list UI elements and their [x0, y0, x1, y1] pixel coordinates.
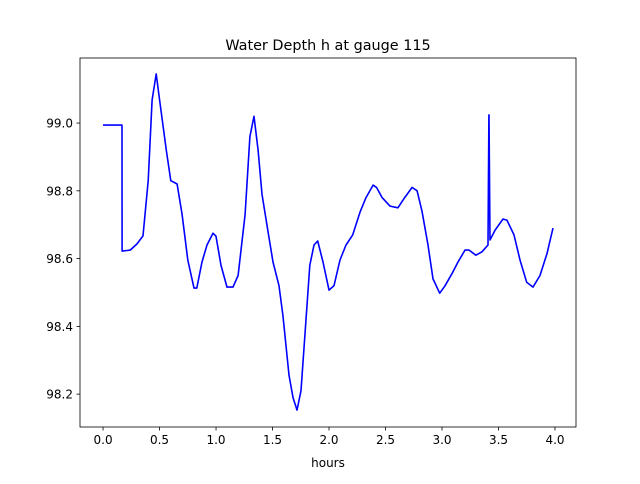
y-tick-label: 98.8: [46, 184, 73, 198]
x-tick-label: 3.5: [489, 433, 508, 447]
y-axis: 98.2 98.4 98.6 98.8 99.0: [46, 117, 80, 402]
chart-title: Water Depth h at gauge 115: [225, 38, 430, 54]
x-tick-label: 2.0: [319, 433, 338, 447]
x-tick-label: 3.0: [432, 433, 451, 447]
x-axis-label: hours: [311, 456, 345, 470]
y-tick-label: 99.0: [46, 117, 73, 131]
plot-area: [103, 73, 554, 411]
x-axis: 0.0 0.5 1.0 1.5 2.0 2.5 3.0 3.5 4.0: [94, 427, 565, 447]
x-tick-label: 0.0: [94, 433, 113, 447]
y-tick-label: 98.4: [46, 320, 73, 334]
x-tick-label: 1.0: [206, 433, 225, 447]
x-tick-label: 1.5: [263, 433, 282, 447]
x-tick-label: 2.5: [376, 433, 395, 447]
series-line-h: [103, 73, 554, 411]
x-tick-label: 0.5: [150, 433, 169, 447]
y-tick-label: 98.6: [46, 252, 73, 266]
y-tick-label: 98.2: [46, 388, 73, 402]
x-tick-label: 4.0: [545, 433, 564, 447]
axes-frame: [79, 57, 577, 428]
